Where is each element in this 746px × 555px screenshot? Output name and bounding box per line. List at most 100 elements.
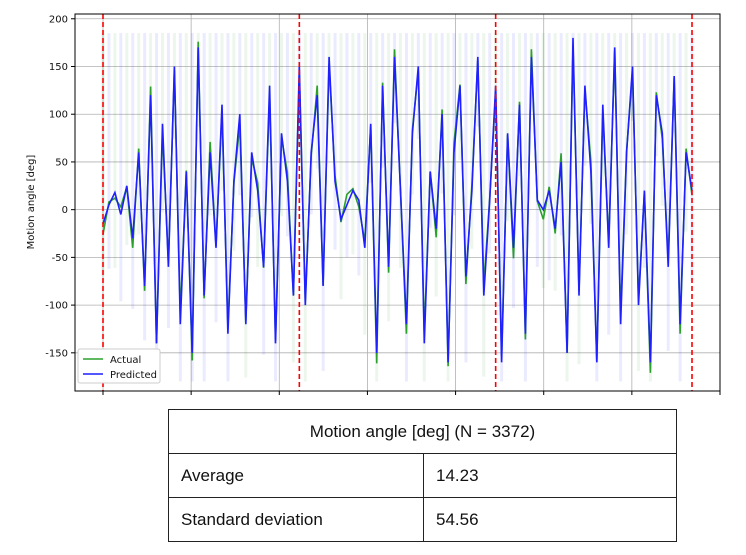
y-tick-label: 100	[49, 110, 68, 121]
average-value: 14.23	[423, 453, 677, 498]
uncertainty-band	[636, 33, 640, 371]
uncertainty-band	[452, 33, 456, 216]
uncertainty-band	[119, 33, 123, 302]
uncertainty-band	[553, 33, 557, 291]
uncertainty-band	[351, 33, 355, 255]
uncertainty-band	[410, 33, 414, 195]
stats-header-row: Motion angle [deg] (N = 3372)	[168, 409, 677, 454]
y-tick-label: -100	[45, 301, 68, 312]
stats-row-std: Standard deviation 54.56	[168, 497, 677, 542]
uncertainty-band	[482, 33, 486, 377]
uncertainty-band	[131, 33, 135, 309]
uncertainty-band	[345, 33, 349, 258]
y-tick-label: -150	[45, 348, 68, 359]
uncertainty-band	[428, 33, 432, 228]
uncertainty-band	[369, 33, 373, 183]
uncertainty-band	[607, 33, 611, 335]
uncertainty-band	[202, 33, 206, 382]
uncertainty-band	[321, 33, 325, 371]
uncertainty-band	[178, 33, 182, 382]
uncertainty-band	[666, 33, 670, 351]
x-axis-ticks	[102, 391, 721, 395]
y-tick-label: -50	[52, 253, 68, 264]
uncertainty-band	[256, 33, 260, 267]
uncertainty-band	[309, 33, 313, 215]
uncertainty-band	[333, 33, 337, 250]
plot-frame	[74, 13, 721, 392]
series-line-predicted	[102, 37, 693, 363]
uncertainty-band	[446, 33, 450, 382]
uncertainty-band	[690, 33, 694, 282]
uncertainty-band	[660, 33, 664, 206]
uncertainty-band	[535, 33, 539, 267]
uncertainty-band	[339, 33, 343, 300]
uncertainty-band	[113, 33, 117, 268]
uncertainty-band	[547, 33, 551, 281]
uncertainty-band	[422, 33, 426, 382]
uncertainty-band	[166, 33, 170, 329]
uncertainty-band	[398, 33, 402, 268]
uncertainty-band	[434, 33, 438, 297]
y-axis-ticks: -150 -100 -50 0 50 100 150 200	[45, 14, 75, 359]
uncertainty-band	[357, 33, 361, 276]
uncertainty-band	[155, 33, 159, 382]
uncertainty-band	[125, 33, 129, 245]
uncertainty-band	[363, 33, 367, 335]
uncertainty-band	[488, 33, 492, 254]
y-tick-label: 50	[55, 157, 68, 168]
uncertainty-band	[160, 33, 164, 213]
uncertainty-band	[595, 33, 599, 382]
plot-area	[75, 14, 720, 391]
stats-row-average: Average 14.23	[168, 453, 677, 498]
uncertainty-band	[285, 33, 289, 237]
uncertainty-band	[244, 33, 248, 378]
uncertainty-band	[512, 33, 516, 308]
uncertainty-band	[274, 33, 278, 382]
series-lines	[102, 37, 693, 373]
std-label: Standard deviation	[168, 497, 424, 542]
average-label: Average	[168, 453, 424, 498]
uncertainty-band	[464, 33, 468, 363]
uncertainty-band	[404, 33, 408, 382]
legend: Actual Predicted	[77, 348, 161, 384]
uncertainty-band	[506, 33, 510, 222]
uncertainty-band	[387, 33, 391, 322]
y-tick-label: 150	[49, 62, 68, 73]
legend-label-actual: Actual	[110, 355, 141, 366]
uncertainty-band	[143, 33, 147, 341]
uncertainty-band	[232, 33, 236, 251]
uncertainty-band	[375, 33, 379, 382]
uncertainty-band	[625, 33, 629, 235]
uncertainty-band	[642, 33, 646, 268]
stats-table: Motion angle [deg] (N = 3372) Average 14…	[168, 409, 677, 542]
uncertainty-band	[523, 33, 527, 382]
uncertainty-band	[684, 33, 688, 232]
legend-label-predicted: Predicted	[110, 370, 157, 381]
uncertainty-band	[137, 33, 141, 235]
uncertainty-band	[565, 33, 569, 382]
uncertainty-band	[262, 33, 266, 355]
y-axis-label: Motion angle [deg]	[26, 155, 37, 250]
segment-boundaries	[102, 14, 693, 391]
uncertainty-band	[107, 33, 111, 269]
uncertainty-band	[648, 33, 652, 382]
uncertainty-band	[303, 33, 307, 382]
uncertainty-band	[184, 33, 188, 228]
motion-angle-chart: -150 -100 -50 0 50 100 150 200 Motion angle [de…	[26, 13, 721, 395]
uncertainty-band	[541, 33, 545, 288]
uncertainty-band	[678, 33, 682, 382]
stats-header: Motion angle [deg] (N = 3372)	[168, 409, 677, 454]
uncertainty-band	[470, 33, 474, 249]
uncertainty-band	[619, 33, 623, 382]
uncertainty-band	[214, 33, 218, 323]
uncertainty-band	[279, 33, 283, 217]
uncertainty-band	[291, 33, 295, 363]
uncertainty-band	[208, 33, 212, 216]
uncertainty-band	[250, 33, 254, 218]
uncertainty-band	[589, 33, 593, 224]
uncertainty-band	[226, 33, 230, 382]
uncertainty-band	[577, 33, 581, 365]
y-tick-label: 0	[62, 205, 68, 216]
y-tick-label: 200	[49, 14, 68, 25]
uncertainty-band	[190, 33, 194, 382]
